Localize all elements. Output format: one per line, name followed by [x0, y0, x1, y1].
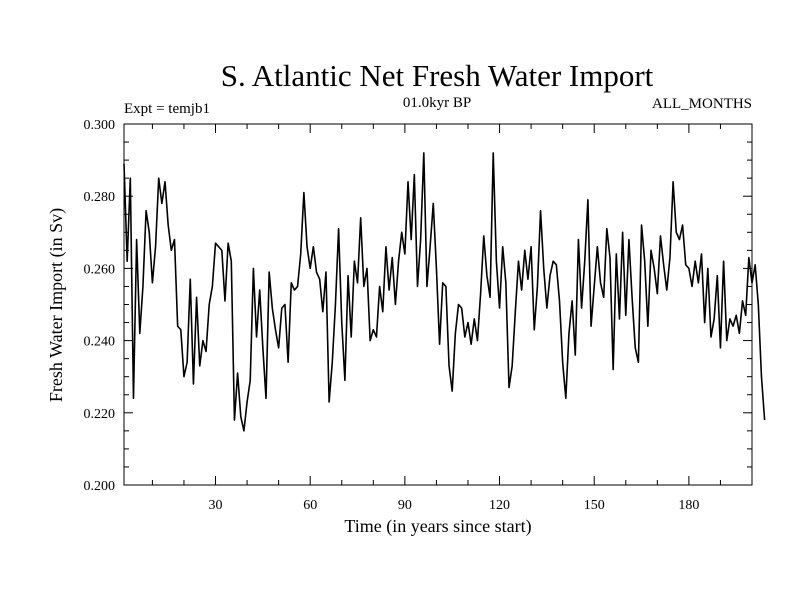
series-line: [123, 152, 766, 432]
x-tick-label: 150: [584, 498, 605, 513]
x-tick-label: 90: [398, 498, 412, 513]
y-tick-label: 0.240: [84, 335, 116, 350]
y-tick-label: 0.260: [84, 262, 116, 277]
x-tick-label: 60: [303, 498, 317, 513]
plot-frame: [123, 123, 753, 486]
y-tick-label: 0.200: [84, 479, 116, 494]
experiment-label: Expt = temjb1: [124, 101, 210, 117]
months-label: ALL_MONTHS: [652, 96, 752, 112]
time-period-label: 01.0kyr BP: [403, 95, 471, 111]
x-tick-label: 120: [489, 498, 510, 513]
tick-label-group: 30 60 90 120 150 180 0.200 0.220 0.240 0.260 0.280…: [84, 118, 700, 513]
chart-title: S. Atlantic Net Fresh Water Import: [221, 58, 654, 93]
x-tick-label: 30: [209, 498, 223, 513]
tick-group: [124, 124, 752, 485]
y-tick-label: 0.280: [84, 190, 116, 205]
x-axis-label: Time (in years since start): [344, 516, 531, 537]
x-tick-label: 180: [678, 498, 699, 513]
y-axis-label: Fresh Water Import (in Sv): [46, 208, 67, 402]
y-tick-label: 0.300: [84, 118, 116, 133]
y-tick-label: 0.220: [84, 407, 116, 422]
